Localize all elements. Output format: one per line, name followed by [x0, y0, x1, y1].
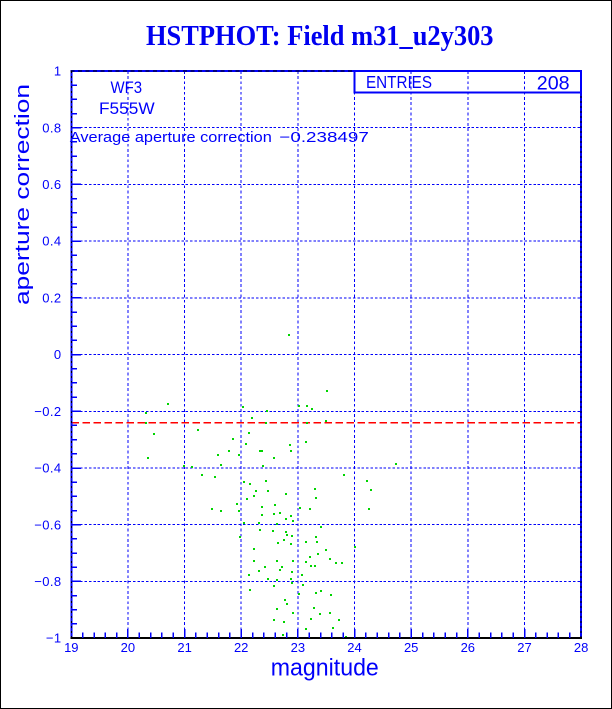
svg-text:0.4: 0.4 [42, 234, 61, 249]
svg-text:23: 23 [291, 640, 305, 655]
svg-text:24: 24 [347, 640, 361, 655]
svg-text:magnitude: magnitude [271, 655, 379, 682]
svg-text:Average aperture correction: Average aperture correction [70, 130, 272, 146]
svg-text:aperture correction: aperture correction [12, 84, 34, 305]
svg-text:0.2: 0.2 [42, 290, 61, 305]
svg-text:−0.4: −0.4 [34, 461, 61, 476]
svg-text:27: 27 [517, 640, 531, 655]
svg-text:0.8: 0.8 [42, 120, 61, 135]
svg-text:F555W: F555W [99, 99, 155, 118]
svg-text:−1: −1 [46, 631, 62, 646]
svg-text:19: 19 [64, 640, 78, 655]
svg-text:−0.8: −0.8 [34, 574, 61, 589]
svg-text:1: 1 [54, 64, 62, 79]
svg-text:−0.2: −0.2 [34, 404, 61, 419]
svg-text:20: 20 [121, 640, 135, 655]
svg-text:−0.238497: −0.238497 [279, 130, 368, 146]
svg-text:208: 208 [537, 73, 570, 94]
svg-text:25: 25 [404, 640, 418, 655]
svg-text:−0.6: −0.6 [34, 517, 61, 532]
svg-text:22: 22 [234, 640, 248, 655]
svg-text:0: 0 [54, 347, 62, 362]
svg-text:WF3: WF3 [111, 78, 143, 97]
svg-text:0.6: 0.6 [42, 177, 61, 192]
svg-text:28: 28 [574, 640, 588, 655]
svg-text:26: 26 [461, 640, 475, 655]
svg-text:21: 21 [177, 640, 191, 655]
svg-text:HSTPHOT: Field m31_u2y303: HSTPHOT: Field m31_u2y303 [146, 20, 494, 52]
svg-text:ENTRIES: ENTRIES [366, 72, 432, 92]
